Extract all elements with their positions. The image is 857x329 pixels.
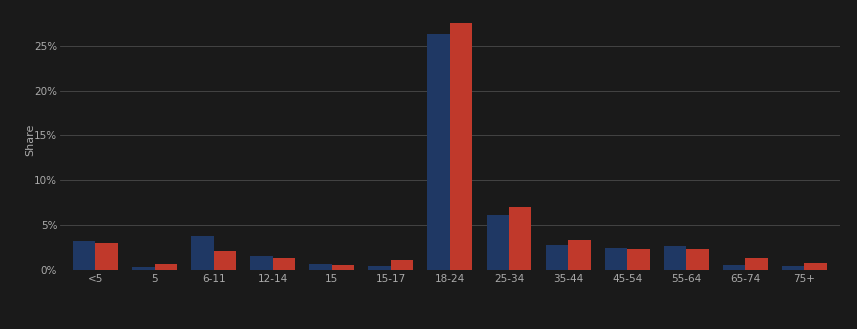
- Bar: [746, 258, 768, 270]
- Bar: [273, 258, 295, 270]
- Bar: [95, 243, 118, 270]
- Bar: [391, 260, 413, 270]
- Bar: [250, 256, 273, 270]
- Bar: [546, 245, 568, 270]
- Bar: [154, 264, 177, 270]
- Bar: [369, 266, 391, 270]
- Bar: [686, 249, 709, 270]
- Bar: [782, 266, 805, 270]
- Bar: [213, 251, 236, 270]
- Bar: [568, 240, 590, 270]
- Bar: [132, 267, 154, 270]
- Bar: [487, 215, 509, 270]
- Bar: [309, 265, 332, 270]
- Bar: [805, 263, 827, 270]
- Bar: [332, 265, 354, 270]
- Y-axis label: Share: Share: [25, 124, 35, 156]
- Bar: [450, 23, 472, 270]
- Bar: [428, 34, 450, 270]
- Bar: [664, 245, 686, 270]
- Bar: [191, 236, 213, 270]
- Bar: [73, 241, 95, 270]
- Bar: [509, 207, 531, 270]
- Bar: [605, 248, 627, 270]
- Bar: [723, 265, 746, 270]
- Bar: [627, 249, 650, 270]
